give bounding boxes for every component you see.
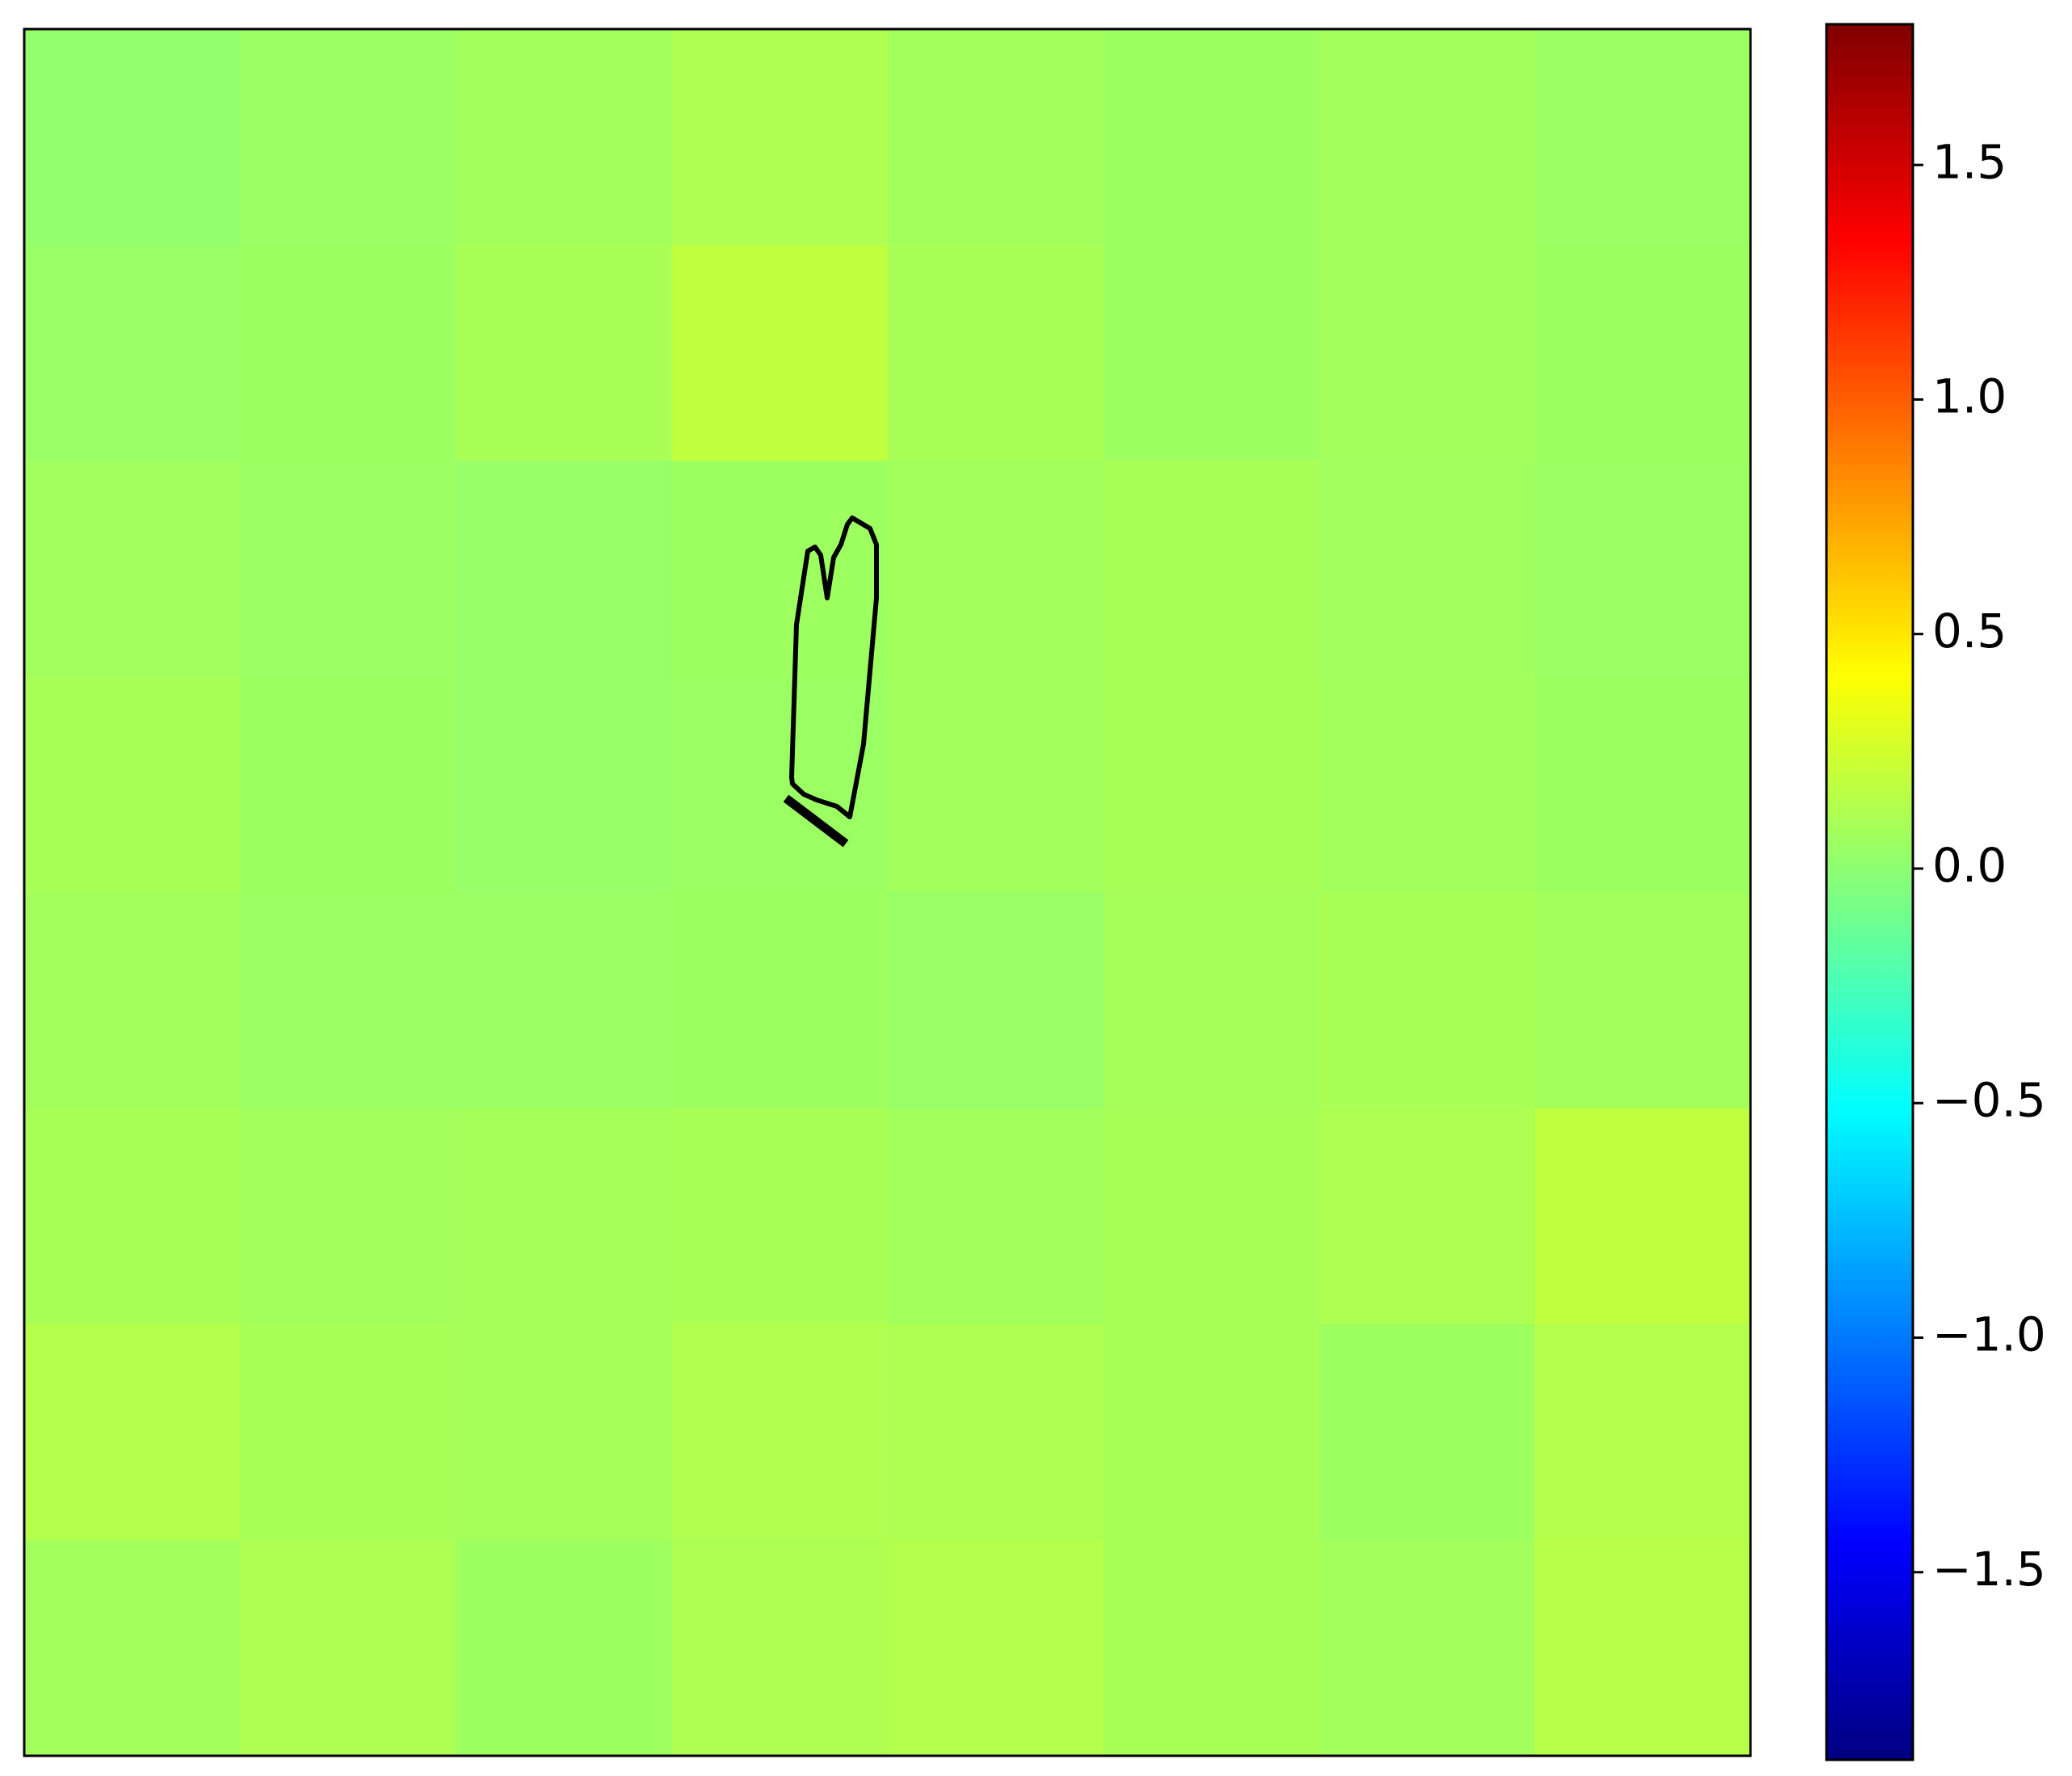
heatmap-cell	[1103, 1108, 1320, 1325]
heatmap-cell	[240, 676, 456, 893]
heatmap-cell	[1318, 1108, 1536, 1325]
heatmap-cell	[1318, 676, 1536, 893]
heatmap-cell	[24, 461, 241, 677]
plot-frame	[23, 27, 1752, 1757]
heatmap-cell	[671, 29, 888, 246]
heatmap-cell	[1103, 676, 1320, 893]
heatmap-cell	[887, 1108, 1104, 1325]
heatmap-cell	[887, 29, 1104, 246]
colorbar-tick-label: −1.5	[1932, 1542, 2046, 1597]
heatmap-cell	[1318, 1539, 1536, 1757]
heatmap-cell	[1534, 245, 1751, 461]
heatmap-cell	[1534, 892, 1751, 1109]
colorbar	[1826, 24, 1913, 1760]
heatmap-cell	[671, 1539, 888, 1757]
heatmap-cell	[1534, 676, 1751, 893]
heatmap-cell	[887, 245, 1104, 461]
heatmap-cell	[24, 1324, 241, 1541]
heatmap-cell	[1103, 1324, 1320, 1541]
colorbar-tick-label: −0.5	[1932, 1072, 2046, 1127]
heatmap-cell	[240, 1539, 456, 1757]
colorbar-tick-label: 0.5	[1932, 604, 2007, 659]
heatmap-cell	[456, 892, 672, 1109]
heatmap-cell	[671, 892, 888, 1109]
heatmap-cell	[1318, 245, 1536, 461]
heatmap-cell	[887, 676, 1104, 893]
heatmap-cell	[24, 245, 241, 461]
heatmap-cell	[1103, 29, 1320, 246]
heatmap-cell	[1534, 1108, 1751, 1325]
heatmap-cell	[240, 245, 456, 461]
colorbar-tick-label: 0.0	[1932, 838, 2007, 893]
heatmap-cell	[671, 245, 888, 461]
heatmap-cell	[456, 1539, 672, 1757]
heatmap-cell	[1534, 1324, 1751, 1541]
heatmap-cell	[456, 1108, 672, 1325]
heatmap-cell	[1103, 1539, 1320, 1757]
heatmap-cell	[887, 1324, 1104, 1541]
colorbar-tick-label: −1.0	[1932, 1307, 2046, 1362]
heatmap-cell	[240, 1108, 456, 1325]
heatmap-cell	[671, 461, 888, 677]
heatmap-cell	[24, 29, 241, 246]
heatmap-cell	[240, 1324, 456, 1541]
colorbar-tick-label: 1.5	[1932, 134, 2007, 189]
heatmap-cell	[24, 892, 241, 1109]
colorbar-tick-label: 1.0	[1932, 369, 2007, 424]
heatmap-cell	[240, 29, 456, 246]
heatmap-cell	[1103, 461, 1320, 677]
outline-shape	[789, 516, 879, 819]
heatmap-cell	[240, 461, 456, 677]
heatmap-cell	[1103, 245, 1320, 461]
heatmap-cell	[456, 676, 672, 893]
heatmap-cell	[887, 892, 1104, 1109]
colorbar-frame	[1825, 23, 1914, 1761]
heatmap-cell	[1534, 29, 1751, 246]
marker-line	[783, 794, 849, 848]
heatmap-cell	[1318, 29, 1536, 246]
heatmap-cell	[456, 245, 672, 461]
heatmap-cell	[1103, 892, 1320, 1109]
heatmap-cell	[456, 1324, 672, 1541]
heatmap-cell	[456, 29, 672, 246]
heatmap-cell	[1318, 1324, 1536, 1541]
heatmap	[24, 29, 1751, 1757]
heatmap-cell	[671, 1324, 888, 1541]
heatmap-cell	[456, 461, 672, 677]
heatmap-cell	[1534, 461, 1751, 677]
heatmap-cell	[887, 1539, 1104, 1757]
heatmap-cell	[671, 1108, 888, 1325]
heatmap-cell	[240, 892, 456, 1109]
heatmap-cell	[1318, 892, 1536, 1109]
heatmap-cell	[24, 1108, 241, 1325]
heatmap-cell	[1318, 461, 1536, 677]
heatmap-cell	[671, 676, 888, 893]
heatmap-cell	[1534, 1539, 1751, 1757]
heatmap-cell	[24, 676, 241, 893]
heatmap-cell	[887, 461, 1104, 677]
heatmap-cell	[24, 1539, 241, 1757]
